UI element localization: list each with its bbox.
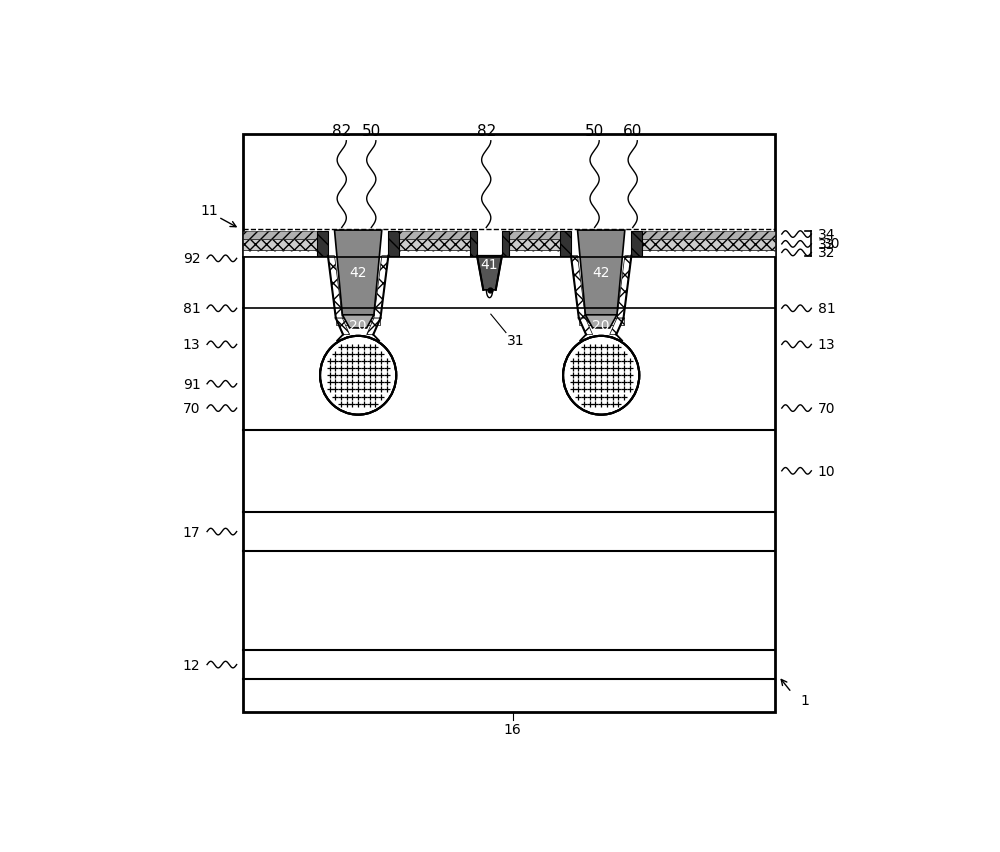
Text: 82: 82 [332,124,351,139]
Text: 50: 50 [585,124,604,139]
Bar [571,232,631,256]
Text: 13: 13 [183,338,201,352]
Polygon shape [585,315,617,329]
Text: 81: 81 [818,302,836,316]
Polygon shape [617,256,631,319]
Polygon shape [477,256,502,291]
Text: 30: 30 [823,237,841,251]
Text: 10: 10 [818,464,836,478]
Text: 33: 33 [818,238,835,251]
Text: 81: 81 [183,302,201,316]
Text: 20: 20 [349,319,367,332]
Polygon shape [317,232,328,256]
Text: 17: 17 [183,525,201,539]
Text: 11: 11 [200,204,218,218]
Ellipse shape [563,337,639,415]
Text: 1: 1 [800,694,809,707]
Text: 91: 91 [183,377,201,391]
Text: 32: 32 [818,246,835,260]
Polygon shape [470,232,477,256]
Text: 82: 82 [477,124,496,139]
Text: 60: 60 [623,124,642,139]
Text: 16: 16 [504,722,521,736]
Polygon shape [388,232,399,256]
Polygon shape [367,319,380,335]
Text: 50: 50 [362,124,381,139]
Polygon shape [571,256,585,319]
Polygon shape [335,231,382,315]
Text: 92: 92 [183,252,201,266]
Text: 42: 42 [592,266,610,280]
Polygon shape [578,231,625,315]
Ellipse shape [320,337,396,415]
Text: 13: 13 [818,338,836,352]
Polygon shape [342,315,374,329]
Polygon shape [328,256,342,319]
Polygon shape [502,232,509,256]
Polygon shape [579,319,593,335]
Polygon shape [579,319,624,325]
Text: 20: 20 [592,319,610,332]
Bar [328,232,388,256]
Bar [243,239,775,251]
Polygon shape [336,319,350,335]
Text: 42: 42 [349,266,367,280]
Text: 12: 12 [183,658,201,671]
Bar [243,251,775,256]
Text: 70: 70 [183,401,201,416]
Bar [243,232,775,239]
Text: 41: 41 [481,258,498,272]
Bar [477,232,502,256]
Polygon shape [374,256,388,319]
Text: 31: 31 [507,334,525,348]
Polygon shape [560,232,571,256]
Text: 70: 70 [818,401,835,416]
Polygon shape [610,319,624,335]
Polygon shape [631,232,642,256]
Text: 34: 34 [818,227,835,242]
Polygon shape [336,319,380,325]
Bar [243,135,775,712]
